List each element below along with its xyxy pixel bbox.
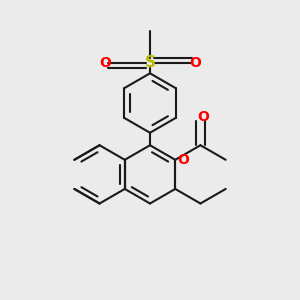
Text: O: O (178, 153, 190, 167)
Text: O: O (99, 56, 111, 70)
Text: O: O (189, 56, 201, 70)
Text: O: O (197, 110, 209, 124)
Text: S: S (145, 56, 155, 70)
